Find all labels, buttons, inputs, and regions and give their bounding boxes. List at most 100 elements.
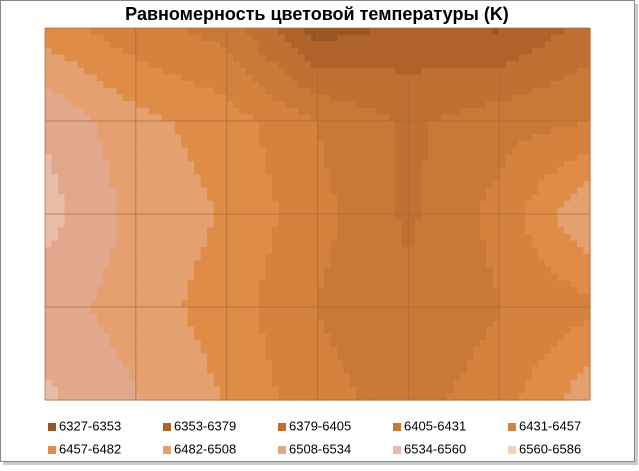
surface-cell (401, 127, 409, 135)
surface-cell (220, 267, 228, 275)
surface-cell (557, 386, 565, 394)
surface-cell (109, 340, 117, 348)
surface-cell (414, 340, 422, 348)
surface-cell (77, 180, 85, 189)
surface-cell (142, 47, 150, 56)
surface-cell (362, 154, 371, 162)
surface-cell (505, 180, 513, 189)
surface-cell (564, 61, 572, 69)
surface-cell (298, 300, 306, 308)
surface-cell (577, 287, 585, 295)
surface-cell (570, 207, 578, 215)
surface-cell (109, 94, 117, 102)
surface-cell (531, 187, 539, 195)
surface-cell (57, 260, 66, 268)
surface-cell (518, 34, 526, 42)
surface-cell (129, 273, 137, 282)
surface-cell (142, 326, 150, 335)
surface-cell (181, 47, 189, 56)
surface-cell (570, 233, 578, 242)
surface-cell (382, 287, 390, 295)
surface-cell (181, 267, 189, 275)
surface-cell (220, 127, 228, 135)
surface-cell (460, 147, 468, 155)
surface-cell (551, 107, 559, 115)
surface-cell (525, 34, 533, 42)
surface-cell (252, 346, 260, 355)
surface-cell (246, 187, 254, 195)
surface-cell (473, 180, 481, 189)
surface-cell (356, 326, 364, 335)
surface-cell (103, 67, 111, 76)
surface-cell (96, 121, 104, 129)
surface-cell (362, 214, 371, 222)
surface-cell (239, 81, 247, 89)
surface-cell (168, 74, 176, 82)
surface-cell (499, 287, 507, 295)
surface-cell (525, 61, 533, 69)
surface-cell (265, 74, 273, 82)
surface-cell (356, 121, 364, 129)
surface-cell (434, 214, 442, 222)
surface-cell (252, 147, 260, 155)
surface-cell (395, 61, 403, 69)
legend-swatch (393, 446, 401, 454)
surface-cell (525, 167, 533, 175)
surface-cell (168, 54, 176, 62)
surface-cell (70, 180, 79, 189)
surface-cell (207, 28, 215, 36)
surface-cell (311, 134, 319, 142)
surface-cell (168, 207, 176, 215)
surface-cell (349, 366, 358, 375)
surface-cell (226, 346, 234, 355)
surface-cell (323, 34, 332, 42)
surface-cell (259, 74, 267, 82)
surface-cell (440, 287, 448, 295)
surface-cell (77, 253, 85, 262)
surface-cell (570, 307, 578, 315)
surface-cell (317, 28, 325, 36)
surface-cell (187, 127, 195, 135)
surface-cell (408, 34, 416, 42)
surface-cell (142, 200, 150, 208)
surface-cell (148, 260, 156, 268)
surface-cell (356, 107, 364, 115)
surface-cell (142, 67, 150, 76)
surface-cell (531, 47, 539, 56)
surface-cell (466, 214, 474, 222)
surface-cell (323, 300, 332, 308)
surface-cell (57, 380, 66, 388)
surface-cell (505, 147, 513, 155)
surface-cell (518, 380, 526, 388)
surface-cell (453, 233, 461, 242)
surface-cell (375, 326, 383, 335)
surface-cell (505, 366, 513, 375)
surface-cell (336, 287, 345, 295)
surface-cell (57, 313, 66, 321)
surface-cell (265, 366, 273, 375)
surface-cell (479, 140, 487, 149)
surface-cell (213, 54, 221, 62)
surface-cell (440, 194, 448, 202)
surface-cell (453, 326, 461, 335)
surface-cell (187, 380, 195, 388)
surface-cell (64, 307, 72, 315)
surface-cell (538, 121, 546, 129)
surface-cell (538, 280, 546, 288)
surface-cell (265, 273, 273, 282)
surface-cell (265, 280, 273, 288)
surface-cell (440, 393, 448, 401)
surface-cell (233, 220, 241, 228)
surface-cell (492, 366, 500, 375)
surface-cell (129, 393, 137, 401)
surface-cell (265, 121, 273, 129)
surface-cell (330, 360, 338, 368)
surface-cell (349, 313, 358, 321)
surface-cell (259, 207, 267, 215)
surface-cell (155, 293, 163, 301)
surface-cell (155, 160, 163, 169)
surface-cell (239, 320, 247, 328)
surface-cell (265, 101, 273, 109)
surface-cell (45, 34, 53, 42)
surface-cell (440, 154, 448, 162)
